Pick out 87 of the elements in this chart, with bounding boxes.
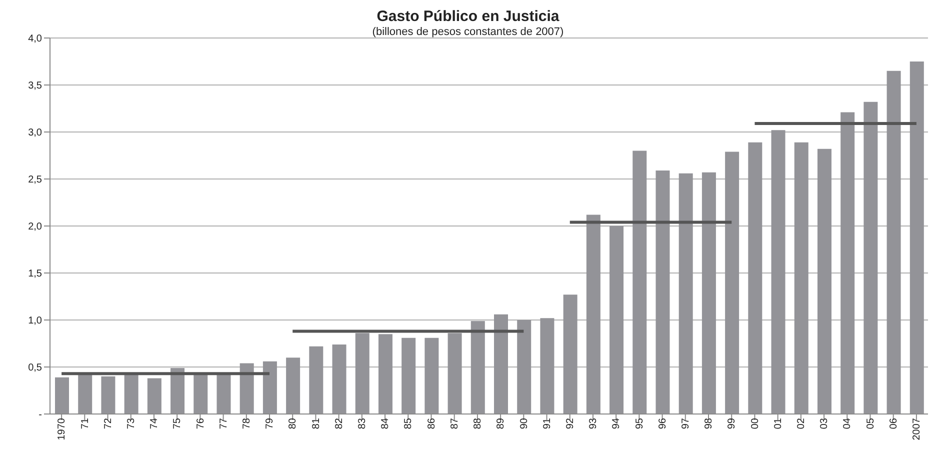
x-tick-label: 72 [102,418,114,430]
bar [424,338,439,414]
bar [78,374,92,414]
bar [910,62,924,414]
bar [517,320,532,414]
x-tick-label: 02 [796,418,808,430]
bar [402,338,416,414]
y-tick-label: 4,0 [28,34,42,45]
bar [610,226,624,414]
bar [355,333,370,414]
bar [656,170,670,414]
bar [216,374,231,414]
x-tick-label: 99 [726,418,738,430]
bar [170,368,185,414]
x-tick-label: 90 [518,418,530,430]
x-tick-label: 73 [126,418,137,430]
bar [817,148,832,414]
x-tick-label: 94 [611,418,622,430]
x-tick-label: 85 [403,418,414,430]
x-tick-label: 74 [149,418,160,430]
x-tick-label: 88 [472,418,484,430]
x-tick-label: 77 [218,418,230,430]
bar [448,333,462,414]
x-tick-label: 95 [634,418,646,430]
bar [563,294,578,414]
bar [840,112,855,414]
x-tick-label: 06 [888,418,900,430]
x-tick-label: 83 [357,418,368,430]
x-tick-label: 04 [842,418,854,430]
x-tick-label: 91 [542,418,553,430]
bar [332,344,346,414]
bar [286,358,300,414]
x-tick-label: 86 [426,418,438,430]
x-tick-label: 78 [241,418,252,430]
bar [101,376,116,414]
bar [702,172,716,414]
bar [864,102,878,414]
y-tick-label: 2,5 [28,174,42,186]
x-tick-label: 84 [380,418,392,430]
bar [886,70,901,414]
bar [540,318,554,414]
bar [55,377,69,414]
y-tick-label: 0,5 [28,362,42,374]
x-tick-label: 05 [865,418,876,430]
bar [309,346,324,414]
chart-title: Gasto Público en Justicia [376,8,560,25]
bar [378,334,392,414]
bar [725,152,740,414]
x-tick-label: 97 [680,418,692,430]
x-tick-label: 89 [496,418,507,430]
x-tick-label: 03 [819,418,830,430]
bar [147,378,162,414]
bar [124,374,138,414]
x-tick-label: 92 [564,418,576,430]
x-tick-label: 2007 [912,418,923,440]
x-tick-label: 75 [172,418,184,430]
x-tick-label: 01 [772,418,784,430]
x-tick-label: 82 [334,418,345,430]
x-tick-label: 96 [657,418,668,430]
bar [794,142,808,414]
x-tick-label: 76 [195,418,206,430]
y-tick-label: - [38,410,42,421]
x-tick-label: 81 [310,418,322,430]
bar [494,314,508,414]
y-tick-label: 3,5 [28,80,42,92]
chart-subtitle: (billones de pesos constantes de 2007) [372,26,564,38]
bar [194,374,208,414]
bar [678,173,693,414]
bar [470,320,485,414]
x-tick-label: 00 [750,418,761,430]
y-tick-label: 1,5 [28,268,42,280]
x-tick-label: 87 [449,418,460,430]
x-tick-label: 79 [264,418,276,430]
x-tick-label: 93 [588,418,600,430]
y-tick-label: 2,0 [28,222,42,233]
bar [748,142,762,414]
bar [771,130,786,414]
y-tick-label: 1,0 [28,316,42,327]
x-tick-label: 80 [288,418,299,430]
bar [262,361,277,414]
bar [586,214,600,414]
bar [240,363,254,414]
x-tick-label: 98 [704,418,715,430]
bar [632,150,647,414]
x-tick-label: 1970 [56,418,68,440]
x-tick-label: 71 [80,418,91,430]
y-tick-label: 3,0 [28,128,42,139]
